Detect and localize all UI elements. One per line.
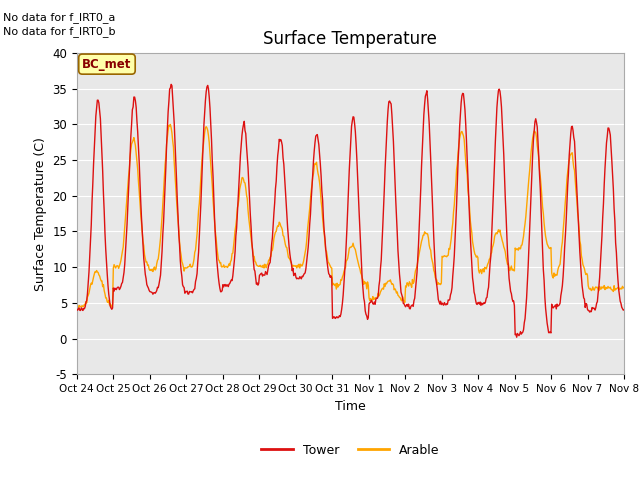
X-axis label: Time: Time bbox=[335, 400, 366, 413]
Y-axis label: Surface Temperature (C): Surface Temperature (C) bbox=[34, 137, 47, 290]
Text: BC_met: BC_met bbox=[83, 58, 132, 71]
Text: No data for f_IRT0_a: No data for f_IRT0_a bbox=[3, 12, 116, 23]
Title: Surface Temperature: Surface Temperature bbox=[264, 30, 437, 48]
Text: No data for f_IRT0_b: No data for f_IRT0_b bbox=[3, 26, 116, 37]
Legend: Tower, Arable: Tower, Arable bbox=[257, 439, 444, 462]
